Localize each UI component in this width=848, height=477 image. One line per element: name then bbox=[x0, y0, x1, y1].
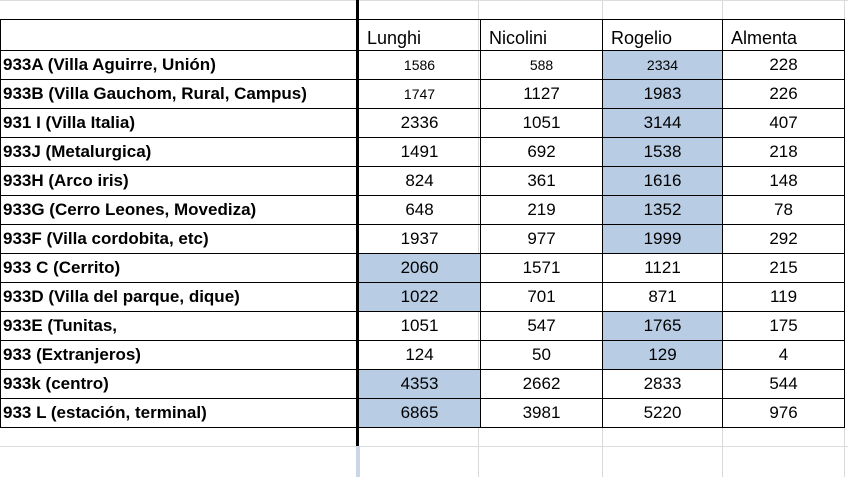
header-cell-almenta[interactable]: Almenta bbox=[722, 19, 845, 51]
row-label-cell[interactable]: 933 (Extranjeros) bbox=[0, 340, 359, 370]
value-cell[interactable]: 692 bbox=[480, 137, 603, 167]
value-cell[interactable]: 5220 bbox=[602, 398, 723, 428]
value-cell[interactable]: 1538 bbox=[602, 137, 723, 167]
value-cell[interactable]: 407 bbox=[722, 108, 845, 138]
value-cell[interactable]: 119 bbox=[722, 282, 845, 312]
table-row: 931 I (Villa Italia) 2336 1051 3144 407 bbox=[0, 108, 845, 138]
value-cell[interactable]: 648 bbox=[358, 195, 481, 225]
table-row: 933A (Villa Aguirre, Unión) 1586 588 2334 22… bbox=[0, 50, 845, 80]
value-cell[interactable]: 226 bbox=[722, 79, 845, 109]
row-label-cell[interactable]: 933 L (estación, terminal) bbox=[0, 398, 359, 428]
row-label-cell[interactable]: 931 I (Villa Italia) bbox=[0, 108, 359, 138]
table-row: 933E (Tunitas, 1051 547 1765 175 bbox=[0, 311, 845, 341]
row-label-cell[interactable]: 933A (Villa Aguirre, Unión) bbox=[0, 50, 359, 80]
value-cell[interactable]: 1051 bbox=[480, 108, 603, 138]
value-cell[interactable]: 1765 bbox=[602, 311, 723, 341]
value-cell[interactable]: 129 bbox=[602, 340, 723, 370]
value-cell[interactable]: 4 bbox=[722, 340, 845, 370]
value-cell[interactable]: 1616 bbox=[602, 166, 723, 196]
value-cell[interactable]: 544 bbox=[722, 369, 845, 399]
value-cell[interactable]: 1983 bbox=[602, 79, 723, 109]
value-cell[interactable]: 175 bbox=[722, 311, 845, 341]
header-cell-lunghi[interactable]: Lunghi bbox=[358, 19, 481, 51]
table-row: 933 C (Cerrito) 2060 1571 1121 215 bbox=[0, 253, 845, 283]
table-row: 933D (Villa del parque, dique) 1022 701 871… bbox=[0, 282, 845, 312]
value-cell[interactable]: 977 bbox=[480, 224, 603, 254]
table-row: 933k (centro) 4353 2662 2833 544 bbox=[0, 369, 845, 399]
value-cell[interactable]: 2060 bbox=[358, 253, 481, 283]
value-cell[interactable]: 219 bbox=[480, 195, 603, 225]
value-cell[interactable]: 1491 bbox=[358, 137, 481, 167]
row-label-cell[interactable]: 933F (Villa cordobita, etc) bbox=[0, 224, 359, 254]
value-cell[interactable]: 1571 bbox=[480, 253, 603, 283]
row-label-cell[interactable]: 933k (centro) bbox=[0, 369, 359, 399]
value-cell[interactable]: 215 bbox=[722, 253, 845, 283]
column-separator bbox=[356, 0, 359, 477]
gridline bbox=[844, 0, 845, 477]
value-cell[interactable]: 50 bbox=[480, 340, 603, 370]
value-cell[interactable]: 6865 bbox=[358, 398, 481, 428]
row-label-cell[interactable]: 933G (Cerro Leones, Movediza) bbox=[0, 195, 359, 225]
value-cell[interactable]: 1999 bbox=[602, 224, 723, 254]
value-cell[interactable]: 228 bbox=[722, 50, 845, 80]
table-row: 933B (Villa Gauchom, Rural, Campus) 1747 1… bbox=[0, 79, 845, 109]
gridline bbox=[0, 0, 848, 1]
header-cell-rogelio[interactable]: Rogelio bbox=[602, 19, 723, 51]
value-cell[interactable]: 976 bbox=[722, 398, 845, 428]
table-row: 933F (Villa cordobita, etc) 1937 977 1999 29… bbox=[0, 224, 845, 254]
header-row: Lunghi Nicolini Rogelio Almenta bbox=[0, 19, 845, 51]
value-cell[interactable]: 1121 bbox=[602, 253, 723, 283]
data-table: Lunghi Nicolini Rogelio Almenta 933A (Vi… bbox=[0, 19, 845, 428]
value-cell[interactable]: 1937 bbox=[358, 224, 481, 254]
value-cell[interactable]: 124 bbox=[358, 340, 481, 370]
value-cell[interactable]: 1022 bbox=[358, 282, 481, 312]
value-cell[interactable]: 78 bbox=[722, 195, 845, 225]
value-cell[interactable]: 3144 bbox=[602, 108, 723, 138]
value-cell[interactable]: 701 bbox=[480, 282, 603, 312]
value-cell[interactable]: 1586 bbox=[358, 50, 481, 80]
value-cell[interactable]: 3981 bbox=[480, 398, 603, 428]
row-label-cell[interactable]: 933J (Metalurgica) bbox=[0, 137, 359, 167]
value-cell[interactable]: 871 bbox=[602, 282, 723, 312]
value-cell[interactable]: 1747 bbox=[358, 79, 481, 109]
value-cell[interactable]: 2334 bbox=[602, 50, 723, 80]
table-row: 933 (Extranjeros) 124 50 129 4 bbox=[0, 340, 845, 370]
value-cell[interactable]: 1352 bbox=[602, 195, 723, 225]
value-cell[interactable]: 148 bbox=[722, 166, 845, 196]
value-cell[interactable]: 218 bbox=[722, 137, 845, 167]
value-cell[interactable]: 2833 bbox=[602, 369, 723, 399]
value-cell[interactable]: 1127 bbox=[480, 79, 603, 109]
table-row: 933 L (estación, terminal) 6865 3981 5220 97… bbox=[0, 398, 845, 428]
row-label-cell[interactable]: 933 C (Cerrito) bbox=[0, 253, 359, 283]
value-cell[interactable]: 547 bbox=[480, 311, 603, 341]
column-separator-lower bbox=[356, 446, 360, 477]
row-label-cell[interactable]: 933H (Arco iris) bbox=[0, 166, 359, 196]
header-cell-nicolini[interactable]: Nicolini bbox=[480, 19, 603, 51]
value-cell[interactable]: 824 bbox=[358, 166, 481, 196]
value-cell[interactable]: 2662 bbox=[480, 369, 603, 399]
table-row: 933J (Metalurgica) 1491 692 1538 218 bbox=[0, 137, 845, 167]
gridline bbox=[0, 446, 848, 447]
value-cell[interactable]: 588 bbox=[480, 50, 603, 80]
row-label-cell[interactable]: 933B (Villa Gauchom, Rural, Campus) bbox=[0, 79, 359, 109]
table-row: 933G (Cerro Leones, Movediza) 648 219 1352 7… bbox=[0, 195, 845, 225]
value-cell[interactable]: 361 bbox=[480, 166, 603, 196]
value-cell[interactable]: 292 bbox=[722, 224, 845, 254]
header-cell-name[interactable] bbox=[0, 19, 359, 51]
row-label-cell[interactable]: 933D (Villa del parque, dique) bbox=[0, 282, 359, 312]
table-row: 933H (Arco iris) 824 361 1616 148 bbox=[0, 166, 845, 196]
value-cell[interactable]: 1051 bbox=[358, 311, 481, 341]
row-label-cell[interactable]: 933E (Tunitas, bbox=[0, 311, 359, 341]
value-cell[interactable]: 4353 bbox=[358, 369, 481, 399]
value-cell[interactable]: 2336 bbox=[358, 108, 481, 138]
